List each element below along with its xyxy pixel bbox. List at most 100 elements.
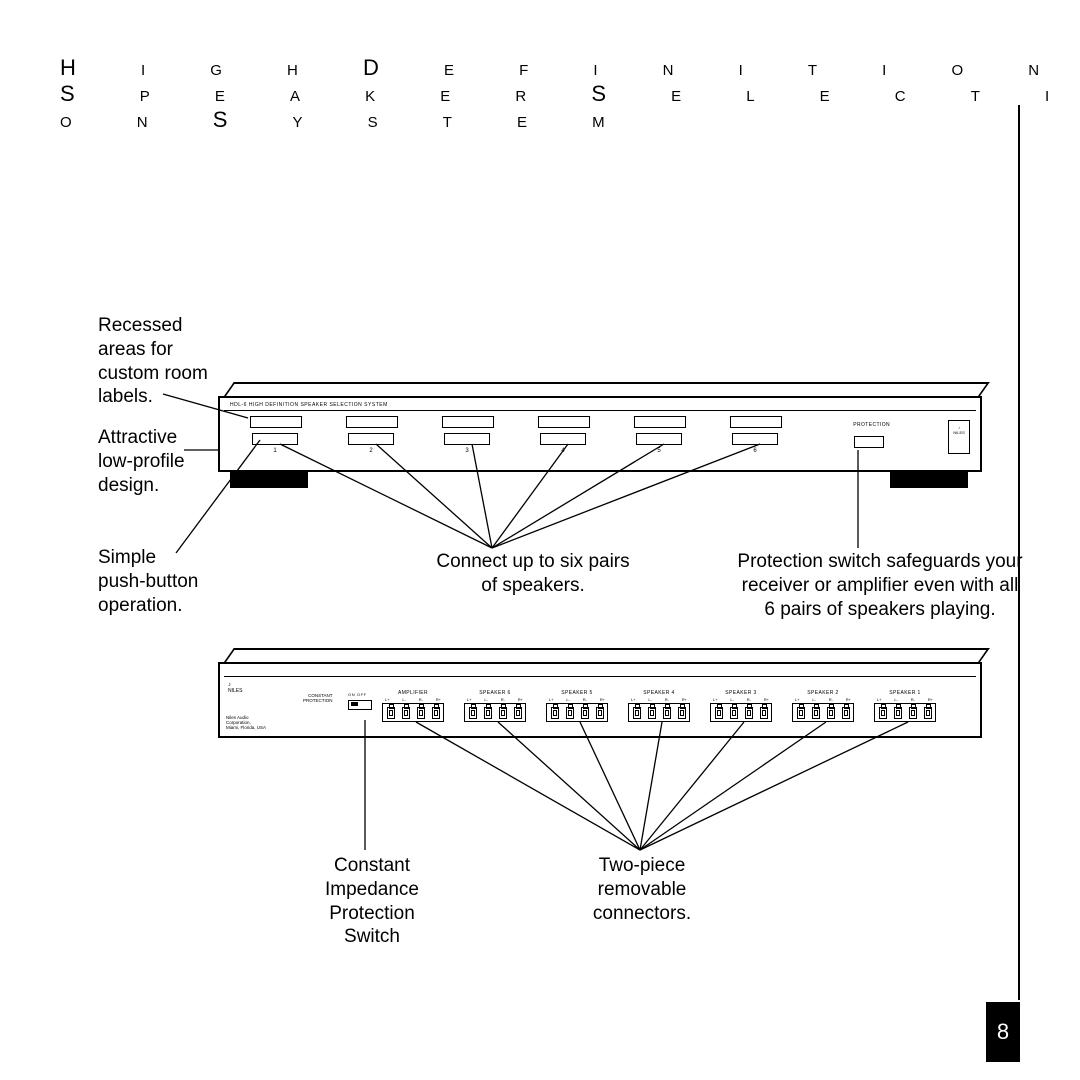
terminal-block (628, 703, 690, 722)
jack-icon (417, 707, 425, 719)
jack-icon (432, 707, 440, 719)
page-number: 8 (986, 1002, 1020, 1062)
jack-icon (566, 707, 574, 719)
label-pushbutton: Simplepush-buttonoperation. (98, 546, 238, 617)
rear-logo: ♪NILES (228, 682, 242, 694)
terminal-name: SPEAKER 2 (792, 690, 854, 696)
push-button (348, 433, 394, 445)
jack-icon (596, 707, 604, 719)
jack-icon (499, 707, 507, 719)
impedance-label: CONSTANTPROTECTION (303, 694, 333, 704)
jack-icon (581, 707, 589, 719)
push-button (540, 433, 586, 445)
page-header: H i g h D e f i n i t i o n S p e a k e … (60, 55, 1080, 133)
terminal-block (464, 703, 526, 722)
button-number: 1 (250, 448, 300, 454)
jack-icon (387, 707, 395, 719)
button-number: 4 (538, 448, 588, 454)
label-recess (442, 416, 494, 428)
jack-icon (730, 707, 738, 719)
label-recess (730, 416, 782, 428)
jack-icon (827, 707, 835, 719)
push-button (252, 433, 298, 445)
jack-icon (514, 707, 522, 719)
label-sixpairs: Connect up to six pairsof speakers. (408, 550, 658, 598)
label-recessed: Recessedareas forcustom roomlabels. (98, 314, 228, 409)
label-protection: Protection switch safeguards yourreceive… (720, 550, 1040, 621)
label-recess (538, 416, 590, 428)
terminal-group: SPEAKER 4L+L-R-R+ (628, 690, 690, 722)
front-view: HDL-6 HIGH DEFINITION SPEAKER SELECTION … (218, 382, 978, 472)
terminal-group: SPEAKER 3L+L-R-R+ (710, 690, 772, 722)
rear-corp-text: Niles AudioCorporation,Miami, Florida, U… (226, 716, 266, 731)
speaker-button-1: 1 (250, 416, 300, 454)
button-number: 2 (346, 448, 396, 454)
front-logo: ♪NILES (948, 420, 970, 454)
channel-labels: L+L-R-R+ (546, 697, 608, 702)
protection-switch (854, 436, 884, 448)
jack-icon (484, 707, 492, 719)
terminal-name: SPEAKER 5 (546, 690, 608, 696)
button-number: 6 (730, 448, 780, 454)
jack-icon (402, 707, 410, 719)
jack-icon (469, 707, 477, 719)
jack-icon (745, 707, 753, 719)
jack-icon (663, 707, 671, 719)
label-recess (634, 416, 686, 428)
front-foot-left (230, 472, 308, 488)
label-lowprofile: Attractivelow-profiledesign. (98, 426, 218, 497)
channel-labels: L+L-R-R+ (382, 697, 444, 702)
push-button (636, 433, 682, 445)
terminal-group: SPEAKER 5L+L-R-R+ (546, 690, 608, 722)
button-number: 3 (442, 448, 492, 454)
channel-labels: L+L-R-R+ (464, 697, 526, 702)
terminal-name: SPEAKER 1 (874, 690, 936, 696)
speaker-button-2: 2 (346, 416, 396, 454)
impedance-switch (348, 700, 372, 710)
jack-icon (812, 707, 820, 719)
jack-icon (678, 707, 686, 719)
push-button (732, 433, 778, 445)
channel-labels: L+L-R-R+ (874, 697, 936, 702)
terminal-block (874, 703, 936, 722)
channel-labels: L+L-R-R+ (710, 697, 772, 702)
speaker-button-5: 5 (634, 416, 684, 454)
channel-labels: L+L-R-R+ (628, 697, 690, 702)
terminal-group: SPEAKER 2L+L-R-R+ (792, 690, 854, 722)
channel-labels: L+L-R-R+ (792, 697, 854, 702)
label-twopiece: Two-pieceremovableconnectors. (572, 854, 712, 925)
terminal-name: SPEAKER 6 (464, 690, 526, 696)
front-model-strip: HDL-6 HIGH DEFINITION SPEAKER SELECTION … (224, 402, 976, 411)
jack-icon (715, 707, 723, 719)
terminal-block (546, 703, 608, 722)
leader-lines (0, 0, 1080, 1080)
terminal-name: SPEAKER 3 (710, 690, 772, 696)
jack-icon (633, 707, 641, 719)
jack-icon (760, 707, 768, 719)
label-recess (346, 416, 398, 428)
jack-icon (648, 707, 656, 719)
terminal-group: SPEAKER 6L+L-R-R+ (464, 690, 526, 722)
onoff-label: ON OFF (348, 692, 367, 697)
speaker-button-4: 4 (538, 416, 588, 454)
push-button (444, 433, 490, 445)
button-number: 5 (634, 448, 684, 454)
label-recess (250, 416, 302, 428)
jack-icon (842, 707, 850, 719)
terminal-block (792, 703, 854, 722)
jack-icon (894, 707, 902, 719)
terminal-block (710, 703, 772, 722)
front-foot-right (890, 472, 968, 488)
label-impedance: ConstantImpedanceProtectionSwitch (302, 854, 442, 949)
speaker-button-6: 6 (730, 416, 780, 454)
jack-icon (551, 707, 559, 719)
jack-icon (924, 707, 932, 719)
terminal-name: SPEAKER 4 (628, 690, 690, 696)
terminal-group: AMPLIFIERL+L-R-R+ (382, 690, 444, 722)
protection-label: PROTECTION (853, 422, 890, 428)
terminal-name: AMPLIFIER (382, 690, 444, 696)
speaker-button-3: 3 (442, 416, 492, 454)
jack-icon (797, 707, 805, 719)
rear-view: ♪NILES Niles AudioCorporation,Miami, Flo… (218, 648, 978, 738)
jack-icon (909, 707, 917, 719)
